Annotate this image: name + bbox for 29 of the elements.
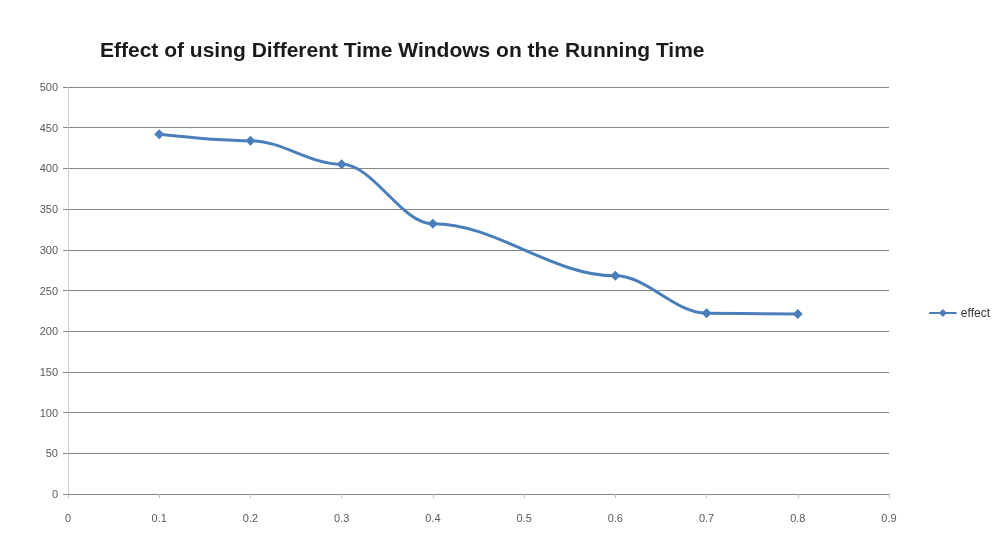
- y-tick-label: 50: [45, 447, 58, 460]
- y-tick-label: 400: [39, 162, 58, 175]
- legend-label: effect: [960, 306, 991, 320]
- x-tick-label: 0.7: [698, 511, 715, 524]
- x-tick-label: 0.4: [425, 511, 441, 524]
- y-tick-label: 150: [39, 365, 58, 378]
- point: [154, 129, 165, 140]
- x-tick-label: 0.8: [790, 511, 806, 524]
- y-tick-label: 300: [39, 243, 58, 256]
- point: [245, 135, 256, 146]
- x-tick-label: 0.5: [516, 511, 532, 524]
- y-tick-label: 250: [39, 284, 58, 297]
- x-tick-label: 0.2: [242, 511, 259, 524]
- point: [701, 308, 712, 319]
- chart-title: Effect of using Different Time Windows on the Running Time: [100, 38, 705, 61]
- y-tick-label: 350: [39, 203, 58, 216]
- point: [610, 270, 621, 281]
- y-tick-label: 200: [39, 325, 58, 338]
- x-tick-label: 0.3: [334, 511, 350, 524]
- x-tick-label: 0.1: [151, 511, 167, 524]
- y-tick-label: 100: [39, 406, 58, 419]
- y-tick-label: 500: [39, 81, 58, 93]
- point: [427, 218, 438, 229]
- y-tick-label: 450: [39, 121, 58, 134]
- x-tick-label: 0.9: [881, 511, 897, 524]
- x-tick-label: 0: [64, 511, 72, 524]
- point: [336, 159, 347, 170]
- y-tick-label: 0: [51, 488, 58, 500]
- x-tick-label: 0.6: [607, 511, 623, 524]
